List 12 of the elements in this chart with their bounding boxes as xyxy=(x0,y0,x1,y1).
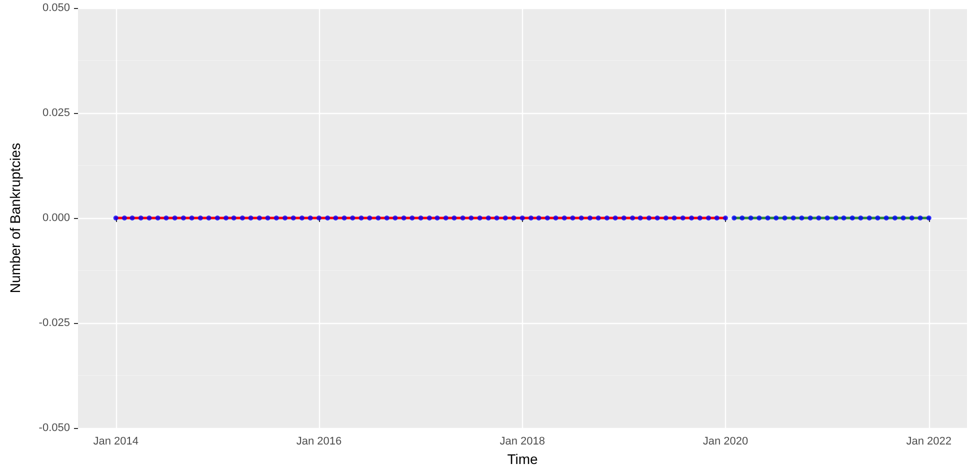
y-tick-label: 0.025 xyxy=(42,107,70,119)
x-tick-label: Jan 2020 xyxy=(702,436,748,448)
y-tick-label: -0.050 xyxy=(38,422,70,434)
y-tick-label: 0.050 xyxy=(42,2,70,14)
y-tick-label: 0.000 xyxy=(42,212,70,224)
y-axis-title: Number of Bankruptcies xyxy=(7,142,23,294)
x-tick-label: Jan 2018 xyxy=(500,436,545,448)
x-tick-label: Jan 2022 xyxy=(906,436,952,448)
x-tick-label: Jan 2016 xyxy=(296,436,342,448)
y-tick-label: -0.025 xyxy=(38,317,70,329)
x-axis-title: Time xyxy=(507,451,538,467)
x-tick-label: Jan 2014 xyxy=(93,436,138,448)
